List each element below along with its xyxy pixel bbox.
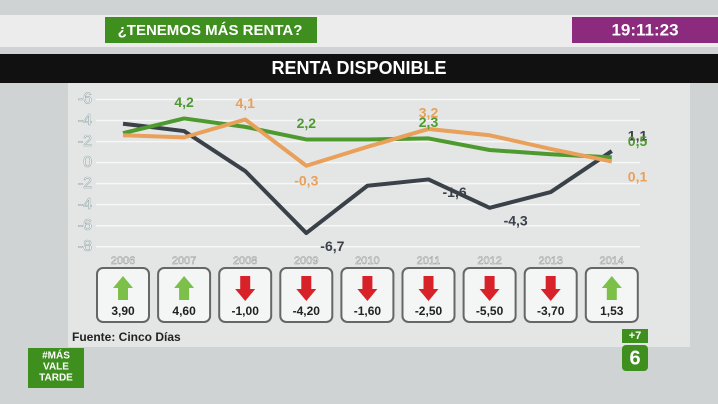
y-tick-label: -2 [78,175,92,192]
data-label: 3,2 [419,105,439,121]
logo-box [28,348,84,388]
indicator-label: 1,53 [600,304,624,318]
badge-box [622,329,648,343]
arrow-up [601,276,622,300]
arrow-down [235,276,256,301]
x-tick-label: 2007 [172,255,196,267]
indicator-label: 4,60 [172,304,196,318]
clock-box [572,17,718,43]
indicator-label: -5,50 [476,304,504,318]
source: Fuente: Cinco Días [72,330,181,344]
arrow-down [479,276,500,301]
y-tick-label: 0 [83,154,92,171]
arrow-down [296,276,317,301]
arrow-down [357,276,378,301]
data-label: -6,7 [320,238,344,254]
logo-line: #MÁS [42,349,70,362]
logo-line: TARDE [39,373,73,384]
series-line [122,121,613,236]
arrow-down [418,276,439,301]
data-label: -0,3 [294,172,318,188]
data-label: -4,3 [504,213,528,229]
x-tick-label: 2009 [294,255,318,267]
channel-badge: +7 [629,330,642,342]
headline-box [105,17,317,43]
data-label: 4,1 [235,95,255,111]
x-tick-label: 2011 [417,255,441,267]
y-tick-label: -2 [78,133,92,150]
data-label: 2,3 [419,114,439,130]
series-line [122,117,613,168]
series-line [122,116,612,160]
channel-logo: 6 [629,347,640,369]
x-tick-label: 2006 [111,255,135,267]
data-label: 0,5 [628,133,648,149]
data-label: -1,6 [443,184,467,200]
y-tick-label: -4 [78,112,92,129]
indicator-label: -4,20 [293,304,321,318]
indicator-label: -2,50 [415,304,443,318]
y-tick-label: -4 [78,196,92,213]
data-label: 1,1 [628,128,648,144]
logo-line: VALE [43,362,69,373]
data-label: 4,2 [174,94,194,110]
headline: ¿TENEMOS MÁS RENTA? [118,22,303,39]
indicator-label: -3,70 [537,304,565,318]
y-tick-label: -6 [78,217,92,234]
title-bar [0,54,718,83]
x-tick-label: 2010 [355,255,379,267]
x-tick-label: 2012 [477,255,501,267]
y-tick-label: -8 [78,238,92,255]
data-label: 0,1 [628,168,648,184]
data-label: 2,2 [297,115,317,131]
arrow-up [113,276,133,300]
indicator-label: 3,90 [111,304,135,318]
indicator-label: -1,00 [232,304,260,318]
arrow-up [174,276,195,300]
x-tick-label: 2013 [538,255,562,267]
indicator-label: -1,60 [354,304,382,318]
clock: 19:11:23 [611,20,678,39]
arrow-down [540,276,561,301]
chart-title: RENTA DISPONIBLE [271,58,446,78]
x-tick-label: 2008 [233,255,257,267]
channel-logo-box [622,345,648,371]
y-tick-label: -6 [78,91,92,108]
x-tick-label: 2014 [600,255,624,267]
